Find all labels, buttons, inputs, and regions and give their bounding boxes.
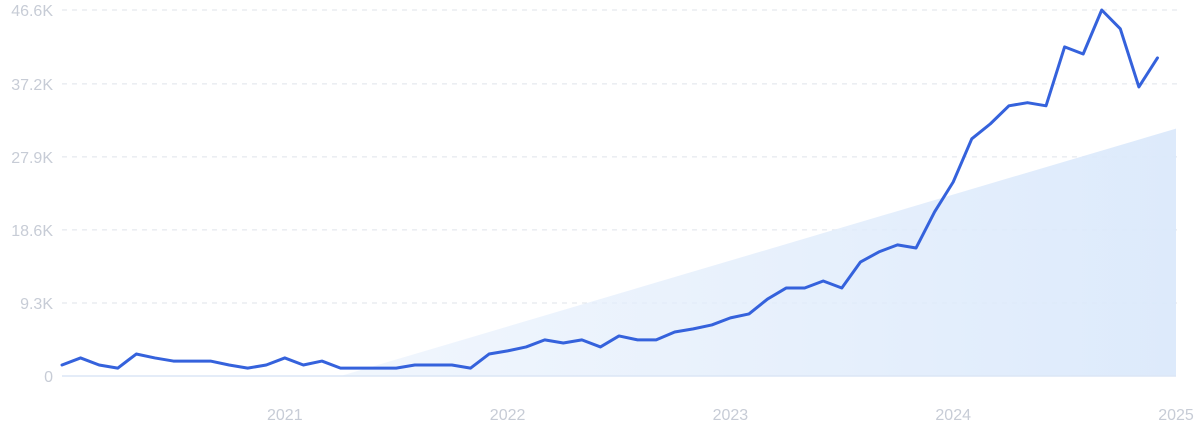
x-tick-label: 2024 — [935, 407, 971, 424]
series-layer — [60, 8, 1159, 370]
y-tick-label: 37.2K — [11, 77, 53, 94]
x-tick-label: 2021 — [267, 407, 303, 424]
trend-area — [340, 128, 1176, 376]
label-layer: 0 9.3K 18.6K 27.9K 37.2K 46.6K 2021 2022 2023 202… — [11, 3, 1194, 424]
y-tick-label: 9.3K — [20, 296, 53, 313]
y-tick-label: 27.9K — [11, 150, 53, 167]
x-tick-label: 2022 — [490, 407, 526, 424]
series-line — [60, 8, 1159, 370]
trend-layer — [340, 128, 1176, 376]
y-tick-label: 18.6K — [11, 223, 53, 240]
x-tick-label: 2023 — [713, 407, 749, 424]
x-tick-label: 2025 — [1158, 407, 1194, 424]
y-tick-label: 46.6K — [11, 3, 53, 20]
y-tick-label: 0 — [44, 369, 53, 386]
